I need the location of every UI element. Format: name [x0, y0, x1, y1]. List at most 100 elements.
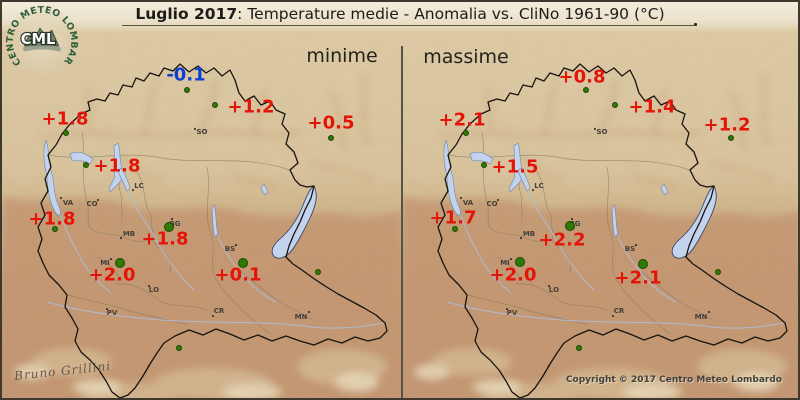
station-dot: [52, 226, 58, 232]
city-dot-co: [497, 199, 499, 201]
station-dot: [238, 258, 248, 268]
province-label-co: CO: [86, 200, 98, 208]
province-label-mb: MB: [122, 230, 136, 238]
logo-mountain-icon: [22, 27, 62, 52]
station-value: +1.8: [141, 228, 189, 250]
station-dot: [164, 222, 174, 232]
province-label-so: SO: [196, 128, 208, 136]
province-label-mn: MN: [294, 313, 308, 321]
station-value: +1.8: [93, 155, 141, 177]
city-dot-mi: [110, 258, 112, 260]
title-month: Luglio 2017: [135, 5, 238, 23]
station-value: +0.8: [558, 66, 606, 88]
station-value: +2.1: [614, 267, 662, 289]
copyright-text: Copyright © 2017 Centro Meteo Lombardo: [565, 375, 782, 385]
station-dot: [565, 221, 575, 231]
station-value: +1.4: [628, 96, 676, 118]
station-dot: [715, 269, 721, 275]
province-label-pv: PV: [506, 309, 518, 317]
station-value: +1.5: [491, 156, 539, 178]
province-label-va: VA: [462, 199, 474, 207]
city-dot-so: [194, 128, 196, 130]
city-dot-va: [60, 197, 62, 199]
station-dot: [576, 345, 582, 351]
city-dot-pv: [106, 308, 108, 310]
station-dot: [176, 345, 182, 351]
city-dot-bs: [635, 244, 637, 246]
title-underline: [122, 25, 694, 26]
province-label-mb: MB: [522, 230, 536, 238]
station-dot: [115, 258, 125, 268]
station-value: -0.1: [166, 64, 206, 86]
title-end-dot: [694, 23, 697, 26]
station-dot: [184, 87, 190, 93]
station-value: +2.0: [489, 264, 537, 286]
title-rest: : Temperature medie - Anomalia vs. CliNo…: [237, 5, 665, 23]
station-dot: [212, 102, 218, 108]
cml-logo: CML CENTRO METEO LOMBARDO: [3, 3, 81, 81]
province-label-mi: MI: [100, 259, 110, 267]
station-dot: [463, 130, 469, 136]
station-dot: [452, 226, 458, 232]
province-label-lo: LO: [148, 286, 160, 294]
province-label-bs: BS: [624, 245, 636, 253]
station-value: +2.2: [538, 229, 586, 251]
city-dot-cr: [612, 315, 614, 317]
province-label-lc: LC: [134, 182, 144, 190]
station-value: +0.5: [307, 112, 355, 134]
panel-divider: [401, 46, 403, 398]
station-value: +1.2: [703, 114, 751, 136]
province-label-lo: LO: [548, 286, 560, 294]
station-dot: [728, 135, 734, 141]
station-value: +2.1: [438, 109, 486, 131]
station-dot: [515, 257, 525, 267]
city-dot-lc: [532, 189, 534, 191]
title-bar: Luglio 2017: Temperature medie - Anomali…: [2, 2, 798, 32]
city-dot-pv: [506, 308, 508, 310]
page-title: Luglio 2017: Temperature medie - Anomali…: [2, 5, 798, 23]
province-label-bg: BG: [169, 220, 181, 228]
city-dot-mi: [510, 258, 512, 260]
city-dot-lc: [132, 189, 134, 191]
logo-cml-text: CML: [21, 31, 56, 48]
station-dot: [63, 130, 69, 136]
city-dot-mn: [708, 311, 710, 313]
station-dot: [481, 162, 487, 168]
station-dot: [638, 259, 648, 269]
city-dot-va: [460, 197, 462, 199]
province-label-so: SO: [596, 128, 608, 136]
station-dot: [612, 102, 618, 108]
province-label-bg: BG: [569, 220, 581, 228]
station-dot: [583, 87, 589, 93]
province-label-lc: LC: [534, 182, 544, 190]
city-dot-cr: [212, 315, 214, 317]
city-dot-co: [97, 199, 99, 201]
province-label-bs: BS: [224, 245, 236, 253]
province-label-cr: CR: [213, 307, 225, 315]
province-label-co: CO: [486, 200, 498, 208]
city-dot-bs: [235, 244, 237, 246]
station-value: +1.7: [429, 207, 477, 229]
station-value: +0.1: [214, 264, 262, 286]
city-dot-mb: [120, 237, 122, 239]
station-dot: [83, 162, 89, 168]
province-label-mi: MI: [500, 259, 510, 267]
station-value: +1.2: [227, 96, 275, 118]
station-dot: [315, 269, 321, 275]
map-panel-massime: massime SO VA CO LC BG MB MI BS LO PV CR MN +0.8 +1.4…: [402, 2, 800, 398]
city-dot-bg: [171, 218, 173, 220]
map-panel-minime: minime SO VA CO LC BG MB MI BS LO PV CR MN -0.1 +1.2 +…: [2, 2, 402, 398]
city-dot-so: [594, 128, 596, 130]
city-dot-lo: [148, 285, 150, 287]
station-value: +1.8: [28, 208, 76, 230]
station-value: +1.8: [41, 108, 89, 130]
station-dot: [328, 135, 334, 141]
province-label-cr: CR: [613, 307, 625, 315]
province-label-pv: PV: [106, 309, 118, 317]
panel-label-minime: minime: [306, 45, 378, 67]
city-dot-mn: [308, 311, 310, 313]
city-dot-bg: [571, 218, 573, 220]
station-value: +2.0: [88, 264, 136, 286]
city-dot-mb: [520, 237, 522, 239]
